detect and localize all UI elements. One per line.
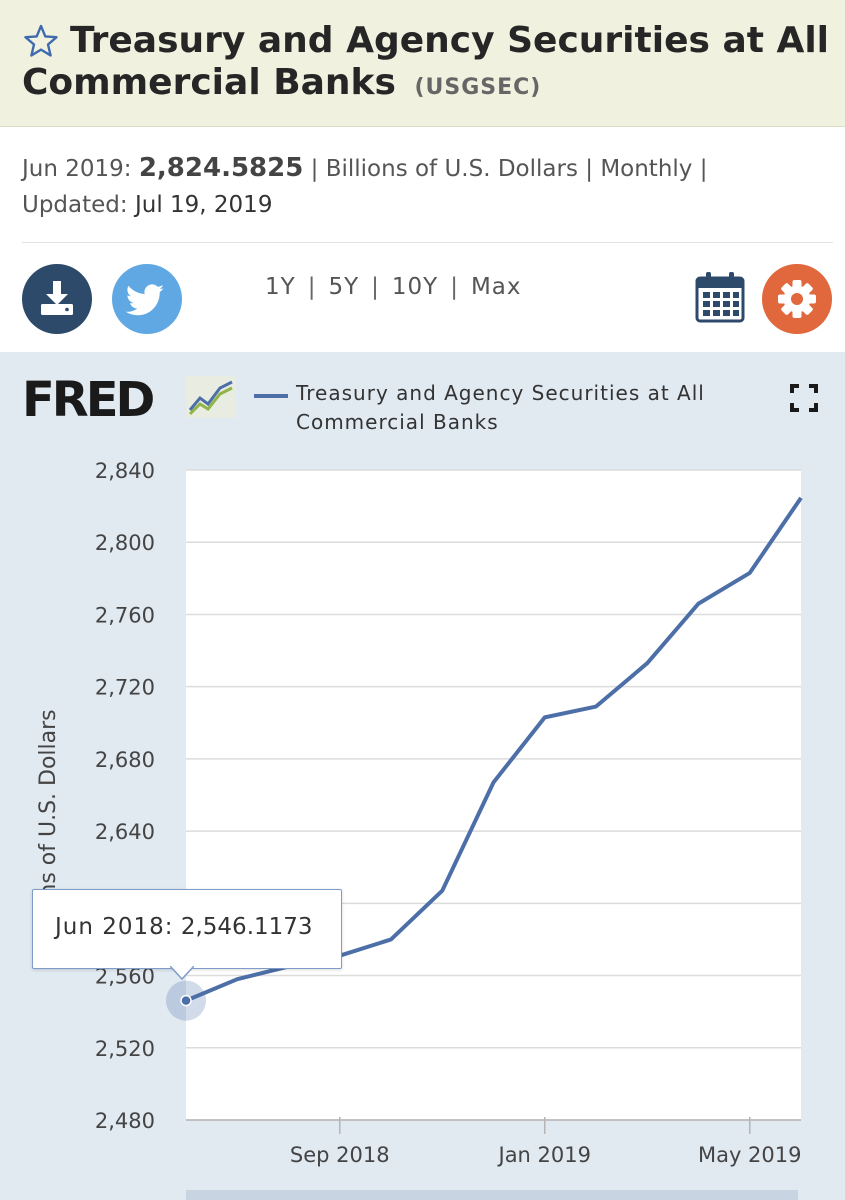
meta-separator: | xyxy=(699,156,708,182)
plot-area xyxy=(186,470,801,1120)
y-tick-label: 2,760 xyxy=(95,603,155,627)
range-selector: 1Y | 5Y | 10Y | Max xyxy=(265,274,522,300)
y-tick-label: 2,480 xyxy=(95,1109,155,1133)
page-title-text: Treasury and Agency Securities at All Co… xyxy=(22,20,830,103)
updated-date: Jul 19, 2019 xyxy=(134,192,273,218)
legend-label: Treasury and Agency Securities at All Co… xyxy=(296,381,705,434)
latest-value: 2,824.5825 xyxy=(138,153,304,183)
star-outline-icon[interactable] xyxy=(24,24,58,58)
download-icon xyxy=(41,281,73,315)
tooltip-value: 2,546.1173 xyxy=(180,914,313,940)
range-navigator[interactable] xyxy=(186,1190,798,1200)
twitter-icon xyxy=(125,284,164,316)
tooltip-pointer xyxy=(170,966,194,980)
series-id: (USGSEC) xyxy=(414,75,542,100)
fred-logo: FRED xyxy=(22,372,155,428)
x-tick-label: May 2019 xyxy=(698,1143,802,1167)
tooltip-date: Jun 2018: xyxy=(55,914,174,940)
data-point[interactable] xyxy=(180,994,192,1007)
y-tick-label: 2,720 xyxy=(95,676,155,700)
gear-icon xyxy=(778,280,816,318)
range-max[interactable]: Max xyxy=(470,274,522,300)
tooltip: Jun 2018: 2,546.1173 xyxy=(32,889,342,969)
range-10y[interactable]: 10Y xyxy=(391,274,439,300)
settings-button[interactable] xyxy=(762,264,832,334)
y-tick-label: 2,840 xyxy=(95,459,155,483)
fullscreen-icon[interactable] xyxy=(790,384,818,412)
page-title: Treasury and Agency Securities at All Co… xyxy=(22,20,832,109)
legend-swatch xyxy=(254,394,288,398)
y-tick-label: 2,640 xyxy=(95,820,155,844)
range-1y[interactable]: 1Y xyxy=(265,274,296,300)
divider xyxy=(22,242,833,243)
latest-label: Jun 2019: xyxy=(22,156,132,182)
title-band xyxy=(0,0,845,127)
series-meta: Jun 2019: 2,824.5825 | Billions of U.S. … xyxy=(22,150,832,223)
x-tick-label: Jan 2019 xyxy=(497,1143,592,1167)
y-tick-label: 2,680 xyxy=(95,748,155,772)
fred-chart-logo-icon xyxy=(186,376,236,418)
y-tick-label: 2,800 xyxy=(95,531,155,555)
range-5y[interactable]: 5Y xyxy=(328,274,360,300)
y-tick-label: 2,520 xyxy=(95,1037,155,1061)
updated-label: Updated: xyxy=(22,192,128,218)
twitter-button[interactable] xyxy=(112,264,182,334)
calendar-icon[interactable] xyxy=(694,270,746,324)
range-separator: | xyxy=(371,274,380,300)
frequency-text: Monthly xyxy=(600,156,693,182)
meta-separator: | xyxy=(310,156,319,182)
meta-separator: | xyxy=(585,156,593,182)
range-separator: | xyxy=(307,274,317,300)
range-separator: | xyxy=(450,274,459,300)
tooltip-text: Jun 2018: 2,546.1173 xyxy=(55,914,313,940)
download-button[interactable] xyxy=(22,264,92,334)
x-tick-label: Sep 2018 xyxy=(290,1143,390,1167)
units-text: Billions of U.S. Dollars xyxy=(325,156,578,182)
